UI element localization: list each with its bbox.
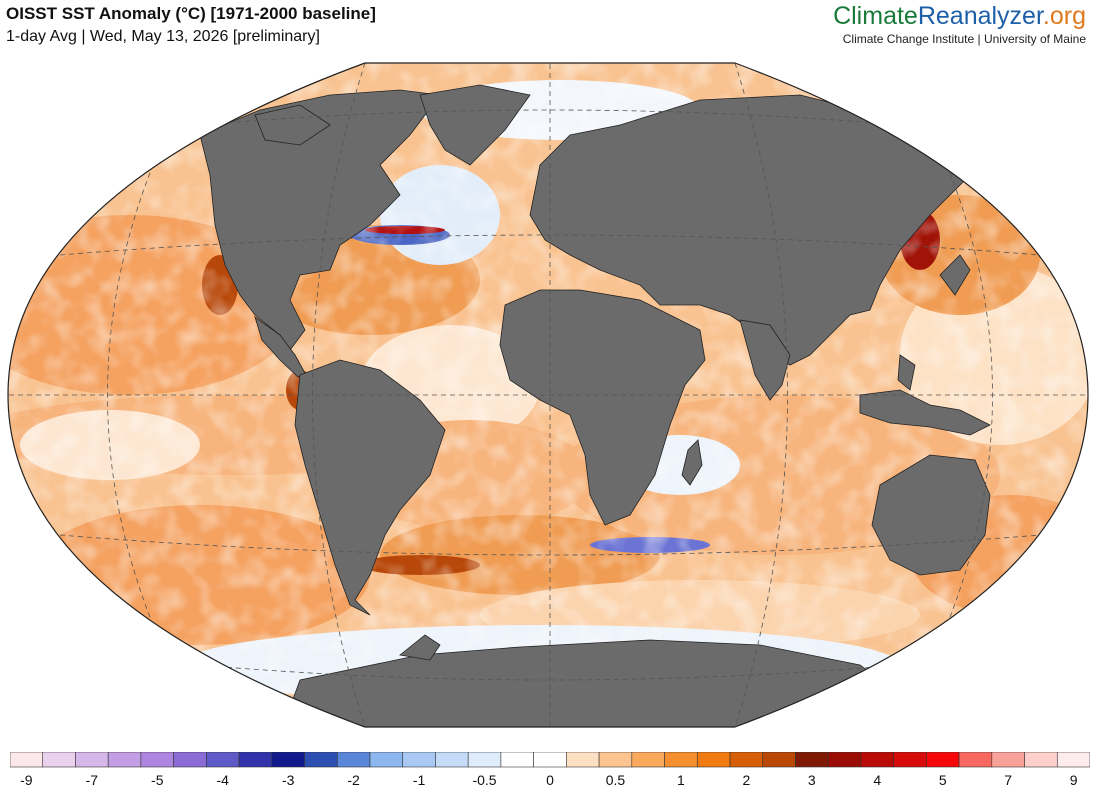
- map-outline: [7, 62, 1089, 728]
- legend-swatch: [500, 752, 534, 768]
- legend-swatch: [598, 752, 633, 768]
- legend-swatch: [664, 752, 698, 768]
- map-subtitle: 1-day Avg | Wed, May 13, 2026 [prelimina…: [6, 28, 320, 45]
- legend-tick-label: -1: [412, 772, 426, 788]
- legend-swatch: [991, 752, 1025, 768]
- legend-swatch: [762, 752, 796, 768]
- map-title: OISST SST Anomaly (°C) [1971-2000 baseli…: [6, 4, 376, 23]
- legend-swatch: [206, 752, 240, 768]
- legend-swatch: [696, 752, 731, 768]
- legend-swatch: [75, 752, 109, 768]
- brand-subtitle: Climate Change Institute | University of…: [842, 32, 1086, 46]
- legend-swatch: [271, 752, 305, 768]
- legend-swatch: [533, 752, 567, 768]
- legend-tick-label: -3: [281, 772, 295, 788]
- color-legend: [10, 752, 1090, 768]
- legend-swatch: [631, 752, 665, 768]
- legend-tick-label: 1: [677, 772, 685, 788]
- sst-anomaly-map: [7, 62, 1089, 728]
- legend-swatch: [827, 752, 862, 768]
- legend-tick-label: 3: [807, 772, 816, 788]
- legend-tick-label: 2: [742, 772, 751, 788]
- legend-swatch: [238, 752, 273, 768]
- legend-swatch: [107, 752, 142, 768]
- brand-logo[interactable]: ClimateReanalyzer.org: [833, 2, 1086, 30]
- legend-tick-label: -2: [347, 772, 360, 788]
- legend-swatch: [467, 752, 502, 768]
- legend-swatch: [336, 752, 371, 768]
- graticule: [8, 63, 1088, 727]
- land-masses: [199, 84, 991, 727]
- legend-swatch: [958, 752, 993, 768]
- legend-tick-label: 4: [873, 772, 882, 788]
- legend-tick-label: 9: [1069, 772, 1078, 788]
- legend-tick-label: 5: [938, 772, 947, 788]
- legend-swatch: [566, 752, 600, 768]
- legend-swatch: [926, 752, 960, 768]
- legend-swatch: [1024, 752, 1058, 768]
- legend-swatch: [402, 752, 436, 768]
- legend-tick-label: -9: [20, 772, 33, 788]
- legend-tick-label: -4: [216, 772, 229, 788]
- legend-swatch: [304, 752, 338, 768]
- legend-swatch: [860, 752, 894, 768]
- legend-swatch: [10, 752, 44, 768]
- legend-swatch: [1056, 752, 1090, 768]
- legend-swatch: [369, 752, 404, 768]
- legend-tick-label: -0.5: [472, 772, 497, 788]
- legend-tick-label: 0: [546, 772, 554, 788]
- legend-tick-label: 0.5: [605, 772, 626, 788]
- legend-swatch: [173, 752, 207, 768]
- legend-swatch: [140, 752, 174, 768]
- legend-swatch: [795, 752, 829, 768]
- legend-swatch: [729, 752, 764, 768]
- legend-swatch: [42, 752, 76, 768]
- legend-tick-label: -5: [151, 772, 164, 788]
- legend-tick-label: -7: [85, 772, 99, 788]
- legend-tick-label: 7: [1004, 772, 1013, 788]
- legend-swatch: [435, 752, 469, 768]
- legend-swatch: [893, 752, 927, 768]
